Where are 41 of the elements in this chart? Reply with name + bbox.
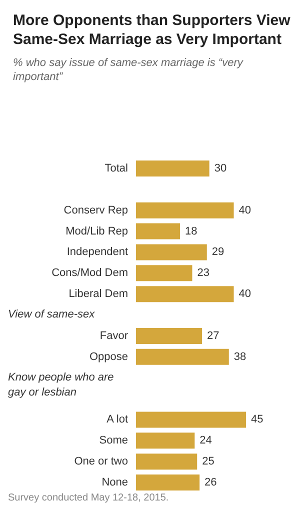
data-label: 24 xyxy=(200,434,212,447)
data-label: 29 xyxy=(212,246,224,258)
y-tick-label: Some xyxy=(99,434,128,447)
data-label: 45 xyxy=(251,414,264,426)
bar xyxy=(136,286,234,302)
y-tick-label: A lot xyxy=(106,414,128,426)
data-label: 40 xyxy=(238,204,252,216)
y-tick-label: Cons/Mod Dem xyxy=(52,267,128,280)
y-tick-label: Favor xyxy=(100,330,128,342)
data-label: 27 xyxy=(207,330,220,342)
y-tick-label: Mod/Lib Rep xyxy=(66,225,128,238)
data-label: 18 xyxy=(185,225,198,238)
text: Know people who are gay or lesbian xyxy=(8,371,117,398)
y-tick-label: Conserv Rep xyxy=(64,204,128,216)
chart-title: More Opponents than Supporters View Same-Sex Marriage as Very Important xyxy=(13,12,294,48)
y-tick-label: None xyxy=(102,476,128,489)
annotation: Survey conducted May 12-18, 2015. xyxy=(8,492,169,504)
y-tick-label: Oppose xyxy=(89,350,128,363)
data-label: 40 xyxy=(238,288,252,300)
bar xyxy=(136,348,229,365)
bar xyxy=(136,432,195,449)
bar xyxy=(136,244,207,260)
y-tick-label: Total xyxy=(104,162,128,174)
bar xyxy=(136,328,202,344)
bar xyxy=(136,474,200,491)
text: View of same-sex xyxy=(8,308,96,321)
bar xyxy=(136,412,246,428)
data-label: 30 xyxy=(214,162,227,174)
y-tick-label: Liberal Dem xyxy=(68,288,128,300)
chart-subtitle: % who say issue of same-sex marriage is “very important” xyxy=(13,57,246,83)
data-label: 38 xyxy=(234,350,246,363)
data-label: 26 xyxy=(204,476,217,489)
bar xyxy=(136,160,210,176)
bar xyxy=(136,223,180,240)
bar xyxy=(136,265,192,282)
data-label: 23 xyxy=(197,267,210,280)
bar xyxy=(136,454,198,470)
y-tick-label: One or two xyxy=(74,456,128,468)
y-tick-label: Independent xyxy=(66,246,128,258)
bar xyxy=(136,202,234,218)
data-label: 25 xyxy=(202,456,214,468)
